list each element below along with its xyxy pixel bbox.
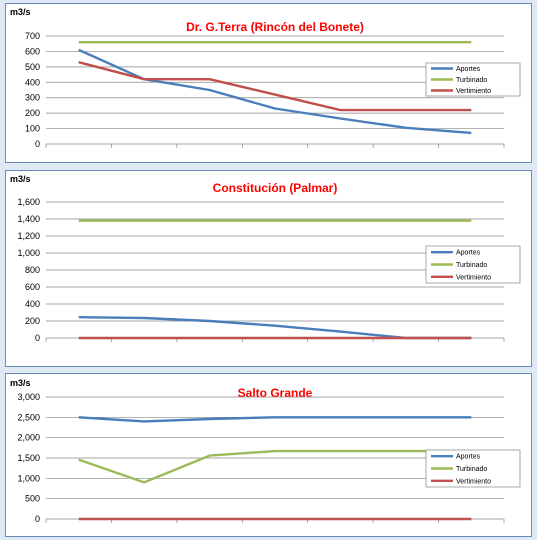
y-tick-label: 600 xyxy=(25,46,40,56)
y-tick-label: 200 xyxy=(25,316,40,326)
y-tick-label: 100 xyxy=(25,124,40,134)
legend-label: Aportes xyxy=(456,66,481,73)
y-tick-label: 500 xyxy=(25,62,40,72)
legend-label: Aportes xyxy=(456,250,481,257)
series-line-turbinado xyxy=(78,449,472,484)
chart-title: Dr. G.Terra (Rincón del Bonete) xyxy=(186,20,364,34)
chart-title: Salto Grande xyxy=(238,386,313,400)
y-tick-label: 500 xyxy=(25,494,40,504)
chart-palmar: m3/s Constitución (Palmar) 0 200 400 600 800 1,… xyxy=(10,174,521,343)
series-line-vertimiento xyxy=(78,61,472,112)
unit-label: m3/s xyxy=(10,378,31,388)
legend-label: Turbinado xyxy=(456,77,487,84)
series-line-aportes xyxy=(78,316,472,340)
chart-panel-salto-grande: m3/s Salto Grande 0 500 1,000 1,500 2,000 2,500… xyxy=(5,373,532,537)
legend-label: Vertimiento xyxy=(456,88,491,95)
chart-rincon-del-bonete: m3/s Dr. G.Terra (Rincón del Bonete) 0 100 2… xyxy=(10,7,521,149)
chart-panel-palmar: m3/s Constitución (Palmar) 0 200 400 600 800 1,… xyxy=(5,170,532,367)
y-tick-label: 0 xyxy=(35,514,40,524)
legend-label: Aportes xyxy=(456,454,481,461)
y-tick-label: 0 xyxy=(35,333,40,343)
y-tick-label: 300 xyxy=(25,93,40,103)
legend-label: Turbinado xyxy=(456,262,487,269)
unit-label: m3/s xyxy=(10,7,31,17)
y-tick-label: 600 xyxy=(25,282,40,292)
y-tick-label: 1,500 xyxy=(17,453,40,463)
series-line-aportes xyxy=(78,416,472,423)
y-tick-label: 2,500 xyxy=(17,412,40,422)
chart-salto-grande: m3/s Salto Grande 0 500 1,000 1,500 2,000 2,500… xyxy=(10,378,521,524)
y-tick-label: 200 xyxy=(25,108,40,118)
y-tick-label: 1,000 xyxy=(17,473,40,483)
y-tick-label: 400 xyxy=(25,299,40,309)
y-tick-label: 0 xyxy=(35,139,40,149)
chart-panel-rincon-del-bonete: m3/s Dr. G.Terra (Rincón del Bonete) 0 100 2… xyxy=(5,3,532,163)
chart-title: Constitución (Palmar) xyxy=(213,181,338,195)
y-tick-label: 400 xyxy=(25,77,40,87)
y-tick-label: 3,000 xyxy=(17,392,40,402)
y-tick-label: 1,000 xyxy=(17,248,40,258)
y-tick-label: 700 xyxy=(25,31,40,41)
y-tick-label: 800 xyxy=(25,265,40,275)
legend-label: Vertimiento xyxy=(456,478,491,485)
y-tick-label: 2,000 xyxy=(17,433,40,443)
y-tick-label: 1,200 xyxy=(17,231,40,241)
unit-label: m3/s xyxy=(10,174,31,184)
y-tick-label: 1,400 xyxy=(17,214,40,224)
legend-label: Turbinado xyxy=(456,466,487,473)
legend-label: Vertimiento xyxy=(456,274,491,281)
series-line-aportes xyxy=(78,48,472,135)
y-tick-label: 1,600 xyxy=(17,197,40,207)
